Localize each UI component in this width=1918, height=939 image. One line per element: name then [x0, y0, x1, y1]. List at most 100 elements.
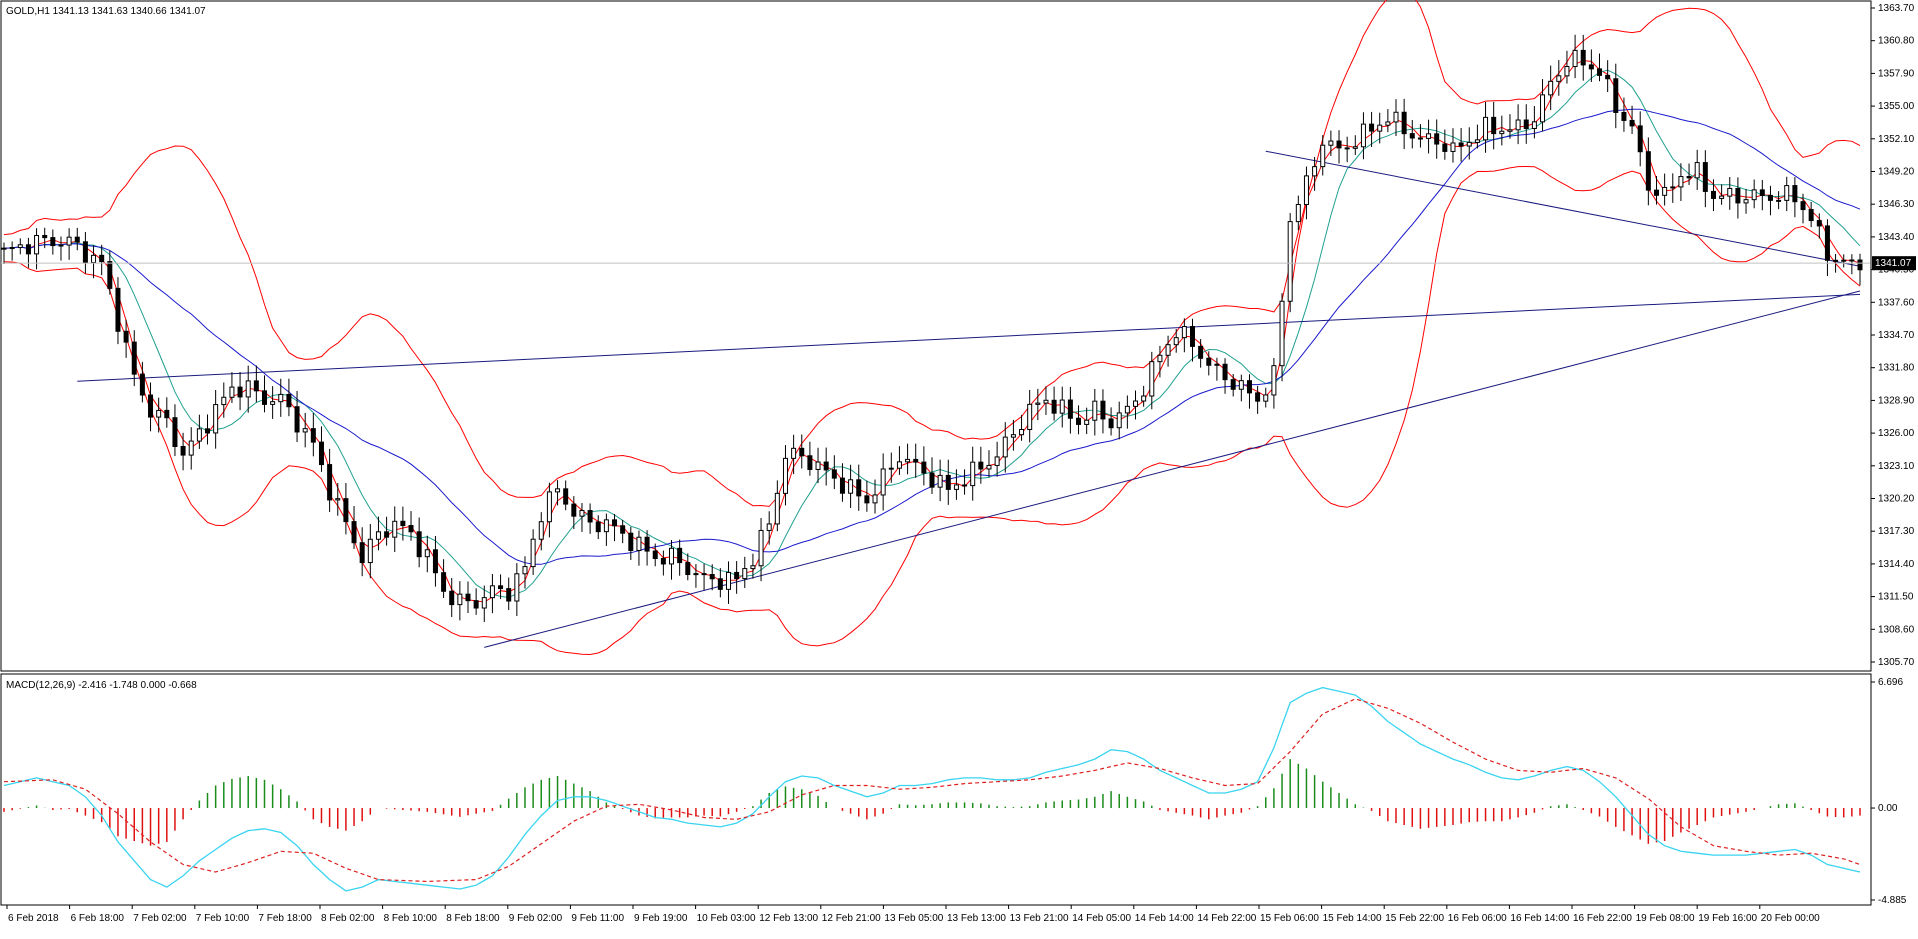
candle-body [913, 458, 919, 463]
candle-body [848, 479, 854, 494]
x-tick-label: 20 Feb 00:00 [1761, 913, 1820, 924]
candle-body [1670, 186, 1676, 189]
candle-body [579, 510, 585, 517]
candle-body [302, 428, 308, 433]
candle-body [449, 590, 455, 606]
candle-body [1442, 143, 1448, 152]
candle-body [1751, 189, 1757, 201]
candle-body [774, 492, 780, 525]
x-tick-label: 8 Feb 02:00 [321, 913, 375, 924]
candle-body [1743, 199, 1749, 204]
candle-body [237, 386, 243, 398]
candle-body [278, 393, 284, 403]
candle-body [1059, 399, 1065, 414]
candle-body [1246, 380, 1252, 394]
candle-body [1759, 189, 1765, 196]
candle-body [1369, 123, 1375, 132]
candle-body [245, 380, 251, 398]
y-tick-label: 1308.60 [1878, 624, 1915, 635]
candle-body [1173, 337, 1179, 346]
candle-body [1507, 129, 1513, 132]
candle-body [872, 494, 878, 504]
candle-body [489, 585, 495, 599]
candle-body [1694, 162, 1700, 179]
candle-body [660, 557, 666, 565]
candle-body [693, 573, 699, 576]
candle-body [1255, 392, 1261, 402]
y-tick-label: 1343.40 [1878, 232, 1915, 243]
y-tick-label: 1305.70 [1878, 657, 1915, 668]
candle-body [139, 373, 145, 396]
candle-body [1662, 186, 1668, 196]
candle-body [970, 461, 976, 487]
candle-body [962, 484, 968, 487]
candle-body [652, 550, 658, 559]
candle-body [1767, 194, 1773, 201]
candle-body [1198, 345, 1204, 359]
candle-body [1483, 116, 1489, 141]
candle-body [587, 510, 593, 523]
candle-body [1491, 116, 1497, 135]
x-tick-label: 15 Feb 14:00 [1323, 913, 1382, 924]
candle-body [1084, 419, 1090, 425]
candle-body [42, 235, 48, 239]
candle-body [669, 547, 675, 565]
x-tick-label: 8 Feb 10:00 [384, 913, 438, 924]
candle-body [196, 428, 202, 442]
candle-body [148, 394, 154, 418]
x-tick-label: 15 Feb 06:00 [1260, 913, 1319, 924]
candle-body [701, 573, 707, 576]
candle-body [123, 330, 129, 343]
candle-body [1157, 354, 1163, 363]
candle-body [384, 531, 390, 538]
candle-body [677, 547, 683, 564]
candle-body [1344, 147, 1350, 150]
candle-body [1426, 133, 1432, 139]
candle-body [115, 287, 121, 332]
candle-body [310, 428, 316, 443]
candle-body [1556, 75, 1562, 82]
candle-body [1572, 49, 1578, 67]
x-tick-label: 16 Feb 06:00 [1448, 913, 1507, 924]
candle-body [725, 571, 731, 590]
y-tick-label: 1346.30 [1878, 199, 1915, 210]
candle-body [1165, 344, 1171, 356]
candle-body [978, 461, 984, 470]
candle-body [392, 520, 398, 538]
candle-body [937, 474, 943, 488]
candle-body [1027, 403, 1033, 431]
bollinger-lower [3, 165, 1861, 656]
candle-body [1727, 187, 1733, 197]
candle-body [986, 464, 992, 470]
candle-body [359, 542, 365, 564]
candle-body [791, 447, 797, 459]
candle-body [945, 474, 951, 490]
candle-body [25, 244, 31, 255]
candle-body [742, 568, 748, 580]
candle-body [1784, 185, 1790, 201]
candle-body [229, 386, 235, 398]
candle-body [1833, 259, 1839, 262]
candle-body [831, 469, 837, 479]
x-tick-label: 13 Feb 05:00 [884, 913, 943, 924]
y-tick-label: 1331.80 [1878, 363, 1915, 374]
candle-body [1702, 162, 1708, 192]
x-axis: 6 Feb 2018 6 Feb 18:00 7 Feb 02:00 7 Feb 10… [6, 905, 1820, 924]
candle-body [823, 461, 829, 471]
candle-body [1222, 363, 1228, 381]
x-tick-label: 6 Feb 2018 [8, 913, 59, 924]
candle-body [1776, 199, 1782, 202]
candle-body [188, 440, 194, 456]
candle-body [1735, 187, 1741, 204]
candle-body [1401, 111, 1407, 135]
y-tick-label: 1317.30 [1878, 526, 1915, 537]
candle-body [929, 472, 935, 488]
x-tick-label: 7 Feb 10:00 [196, 913, 250, 924]
candle-body [514, 573, 520, 602]
candle-body [213, 404, 219, 434]
candle-body [734, 571, 740, 580]
x-tick-label: 15 Feb 22:00 [1385, 913, 1444, 924]
last-price-box [1872, 256, 1916, 271]
candle-body [1841, 259, 1847, 262]
